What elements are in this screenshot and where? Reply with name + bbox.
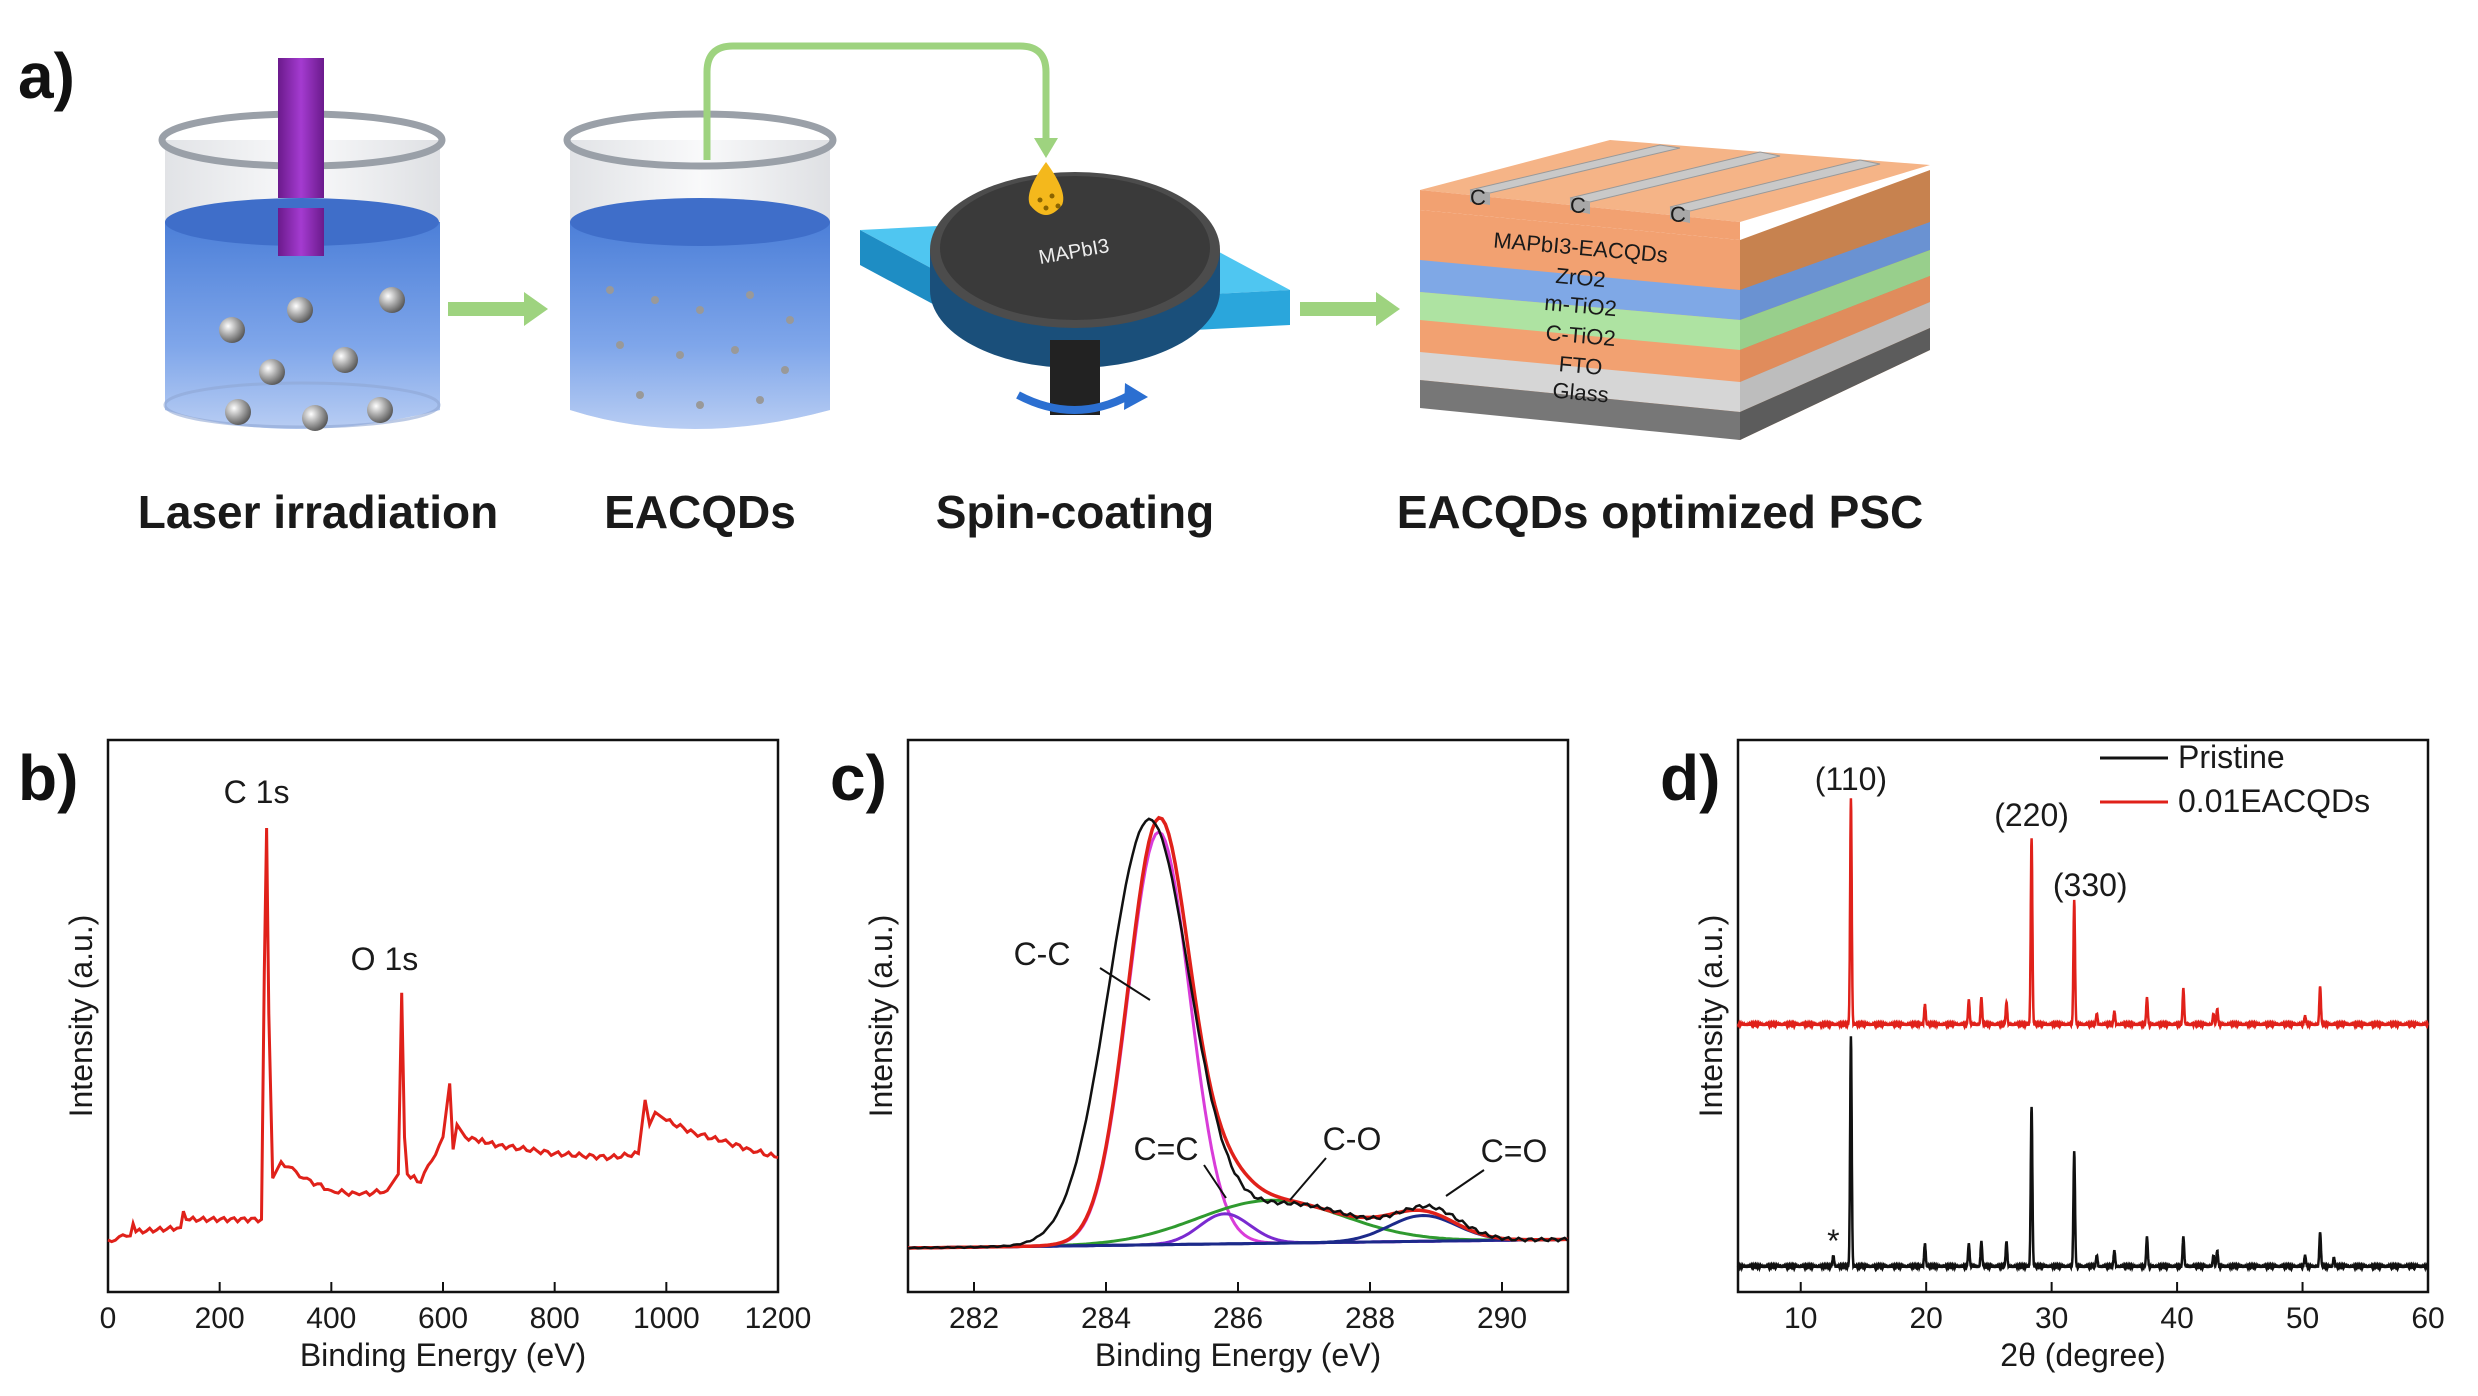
xps-c1s-chart: 282 284 286 288 290 C-C C=C C-O C=O Binding Ene…: [863, 738, 1570, 1373]
series-line-envelope: [908, 815, 1568, 1250]
x-tick-label: 284: [1081, 1302, 1131, 1335]
electrode-label: C: [1570, 193, 1586, 218]
legend-label: 0.01EACQDs: [2178, 783, 2370, 819]
plot-frame: [906, 738, 1570, 1294]
peak-label-110: (110): [1815, 761, 1887, 797]
x-tick-label: 200: [195, 1302, 245, 1335]
x-tick-label: 282: [949, 1302, 999, 1335]
layer-label-fto: FTO: [1558, 351, 1604, 380]
legend-label: Pristine: [2178, 739, 2285, 775]
series-line-xps-survey: [107, 827, 779, 1244]
x-tick-label: 286: [1213, 1302, 1263, 1335]
peak-label-c1s: C 1s: [224, 774, 290, 810]
peak-label-c-c: C-C: [1014, 936, 1071, 972]
x-axis-title: 2θ (degree): [2000, 1337, 2165, 1373]
y-axis-title: Intensity (a.u.): [1693, 915, 1729, 1118]
laser-beaker-illustration: [158, 58, 446, 431]
x-tick-label: 290: [1477, 1302, 1527, 1335]
plot-frame: [106, 738, 780, 1294]
xps-survey-chart: 0 200 400 600 800 1000 1200 C 1s O 1s Binding E…: [63, 738, 812, 1373]
caption-eacqds: EACQDs: [604, 486, 796, 538]
peak-label-impurity: *: [1827, 1223, 1839, 1259]
panel-label-a: a): [18, 40, 75, 112]
annotation-leader: [1445, 1169, 1485, 1197]
annotation-leader: [1203, 1164, 1227, 1199]
x-tick-label: 60: [2411, 1302, 2444, 1335]
spin-coater-illustration: MAPbI3: [860, 162, 1290, 415]
layer-label-zro2: ZrO2: [1555, 263, 1607, 292]
x-tick-label: 400: [306, 1302, 356, 1335]
annotation-leader: [1289, 1157, 1327, 1201]
series-line-pristine: [1736, 1036, 2429, 1273]
series-line-raw: [907, 817, 1569, 1250]
x-tick-label: 0: [100, 1302, 117, 1335]
series-line-0-01eacqds: [1736, 798, 2429, 1031]
x-tick-label: 30: [2035, 1302, 2068, 1335]
peak-label-c-c: C=C: [1134, 1131, 1199, 1167]
x-tick-label: 600: [418, 1302, 468, 1335]
x-axis-title: Binding Energy (eV): [300, 1337, 586, 1373]
electrode-label: C: [1670, 202, 1686, 227]
x-tick-label: 288: [1345, 1302, 1395, 1335]
caption-spin-coating: Spin-coating: [936, 486, 1215, 538]
device-stack-illustration: C C C MAPbI3-EACQDs ZrO2 m-TiO2 C-TiO2 F…: [1420, 140, 1930, 440]
x-tick-label: 1200: [745, 1302, 812, 1335]
plot-frame: [1736, 738, 2430, 1294]
peak-label-o1s: O 1s: [351, 941, 419, 977]
peak-label-220: (220): [1994, 797, 2069, 833]
x-tick-label: 10: [1784, 1302, 1817, 1335]
process-arrow: [1300, 292, 1400, 326]
x-tick-label: 40: [2160, 1302, 2193, 1335]
peak-label-c-o: C-O: [1323, 1121, 1382, 1157]
series-line-c-c: [908, 830, 1568, 1250]
annotation-leader: [1099, 967, 1151, 1001]
y-axis-title: Intensity (a.u.): [63, 915, 99, 1118]
xrd-chart: 10 20 30 40 50 60 (110) (220) (330) * Pristine 0.…: [1693, 738, 2445, 1373]
process-arrow: [448, 292, 548, 326]
peak-label-c-o: C=O: [1481, 1133, 1548, 1169]
peak-label-330: (330): [2053, 867, 2128, 903]
x-axis-title: Binding Energy (eV): [1095, 1337, 1381, 1373]
layer-label-ctio2: C-TiO2: [1545, 320, 1617, 351]
y-axis-title: Intensity (a.u.): [863, 915, 899, 1118]
layer-label-glass: Glass: [1552, 378, 1610, 408]
caption-optimized-psc: EACQDs optimized PSC: [1397, 486, 1924, 538]
electrode-label: C: [1470, 185, 1486, 210]
panel-label-d: d): [1660, 742, 1720, 814]
panel-label-b: b): [18, 742, 78, 814]
eacqds-beaker-illustration: [563, 42, 1058, 429]
x-tick-label: 50: [2286, 1302, 2319, 1335]
panel-label-c: c): [830, 742, 887, 814]
x-tick-label: 800: [530, 1302, 580, 1335]
caption-laser-irradiation: Laser irradiation: [138, 486, 498, 538]
x-tick-label: 20: [1909, 1302, 1942, 1335]
laser-beam: [278, 58, 324, 198]
x-tick-label: 1000: [633, 1302, 700, 1335]
